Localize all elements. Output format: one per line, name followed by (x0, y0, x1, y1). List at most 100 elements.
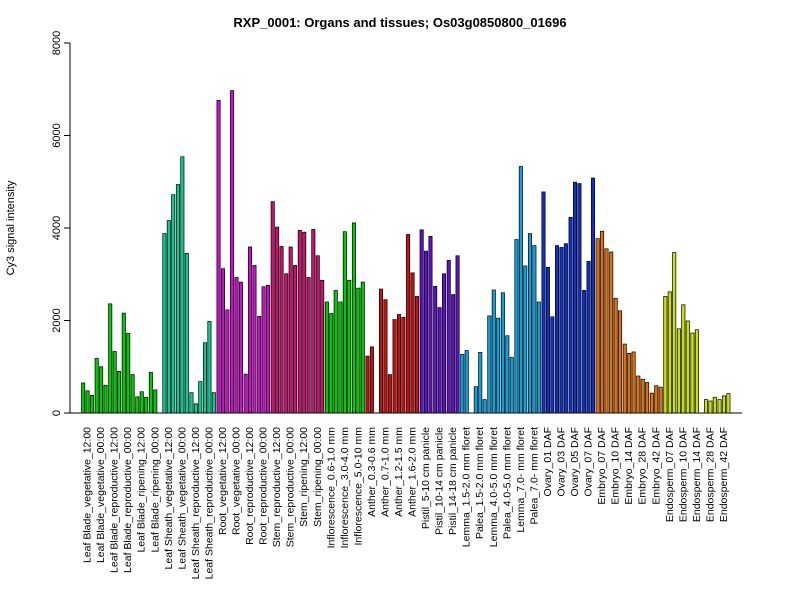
bar (478, 352, 483, 414)
category-label: Palea_7.0- mm floret (528, 427, 540, 525)
category-label: Leaf Blade_reproductive_00:00 (122, 427, 134, 573)
bar (153, 389, 158, 414)
bar (676, 328, 681, 414)
category-label: Leaf Blade_vegetative_12:00 (82, 427, 94, 563)
bar (604, 248, 609, 414)
category-label: Embryo_28 DAF (637, 427, 649, 505)
bar (667, 291, 672, 414)
bar (387, 374, 392, 414)
category-label: Lemma_4.0-5.0 mm floret (488, 427, 500, 547)
bar (505, 335, 510, 414)
category-label: Leaf Sheath_vegetative_00:00 (176, 427, 188, 570)
category-label: Endosperm_42 DAF (718, 427, 730, 522)
bar (609, 251, 614, 414)
bar (613, 297, 618, 414)
bar (315, 255, 320, 414)
bar (288, 246, 293, 414)
bar (275, 226, 280, 414)
category-label: Pistil_10-14 cm panicle (434, 427, 446, 535)
category-label: Pistil_5-10 cm panicle (420, 427, 432, 529)
bar (365, 355, 370, 414)
bar (207, 321, 212, 414)
bar (279, 246, 284, 414)
bar (577, 183, 582, 414)
bar (162, 233, 167, 414)
bar (284, 273, 289, 414)
bar (541, 191, 546, 414)
category-label: Lemma_1.5-2.0 mm floret (461, 427, 473, 547)
bar (351, 222, 356, 414)
category-label: Anther_0.7-1.0 mm (379, 427, 391, 517)
bar (383, 299, 388, 414)
bar (396, 314, 401, 414)
bar (482, 399, 487, 414)
bar (392, 319, 397, 414)
bar (509, 357, 514, 414)
category-label: Stem_reproductive_12:00 (271, 427, 283, 547)
category-label: Anther_0.3-0.6 mm (366, 427, 378, 517)
category-label: Ovary_05 DAF (569, 427, 581, 496)
bar (424, 250, 429, 414)
bar (618, 310, 623, 414)
bar (293, 265, 298, 414)
category-labels: Leaf Blade_vegetative_12:00 Leaf Blade_ve… (82, 427, 730, 580)
bar (234, 277, 239, 414)
bar (690, 332, 695, 414)
bar (243, 373, 248, 414)
bar (636, 375, 641, 414)
y-tick-label: 8000 (51, 31, 63, 55)
bar (333, 290, 338, 414)
category-label: Leaf Sheath_reproductive_00:00 (203, 427, 215, 580)
bar (414, 296, 419, 414)
bar (582, 290, 587, 414)
bar (356, 287, 361, 414)
bar (189, 392, 194, 414)
y-tick-label: 4000 (51, 216, 63, 240)
bar (487, 315, 492, 414)
bar (166, 220, 171, 414)
y-axis-label: Cy3 signal intensity (5, 180, 17, 275)
bar (712, 396, 717, 414)
bar (428, 235, 433, 414)
category-label: Inflorescence_0.6-1.0 mm (325, 427, 337, 549)
bar (451, 294, 456, 414)
bar (144, 396, 149, 414)
bar (573, 181, 578, 414)
bar (306, 277, 311, 414)
bar (112, 351, 117, 414)
bar (270, 201, 275, 414)
bar (645, 382, 650, 414)
category-label: Stem_reproductive_00:00 (285, 427, 297, 547)
bar (89, 395, 94, 414)
category-label: Embryo_07 DAF (596, 427, 608, 505)
bar (496, 317, 501, 414)
bar (216, 99, 221, 414)
bar (379, 288, 384, 414)
bar (401, 316, 406, 414)
bar (685, 320, 690, 414)
bar (311, 229, 316, 414)
bar (103, 384, 108, 414)
category-label: Leaf Sheath_reproductive_12:00 (190, 427, 202, 580)
bar (555, 245, 560, 414)
category-label: Endosperm_14 DAF (691, 427, 703, 522)
bar (99, 366, 104, 414)
category-label: Leaf Blade_ripening_00:00 (149, 427, 161, 553)
category-label: Stem_ripening_12:00 (298, 427, 310, 527)
bar (622, 343, 627, 414)
bar (266, 285, 271, 414)
bar (324, 301, 329, 414)
category-label: Ovary_03 DAF (555, 427, 567, 496)
bar (211, 392, 216, 414)
bar (442, 273, 447, 414)
category-label: Anther_1.6-2.0 mm (407, 427, 419, 517)
bar (654, 385, 659, 414)
category-label: Anther_1.2-1.5 mm (393, 427, 405, 517)
category-label: Inflorescence_5.0-10 mm (352, 427, 364, 546)
bar (252, 265, 257, 414)
category-label: Leaf Blade_vegetative_00:00 (95, 427, 107, 563)
bar (198, 381, 203, 414)
category-label: Ovary_07 DAF (583, 427, 595, 496)
bar (672, 252, 677, 414)
bars-layer (81, 90, 731, 414)
